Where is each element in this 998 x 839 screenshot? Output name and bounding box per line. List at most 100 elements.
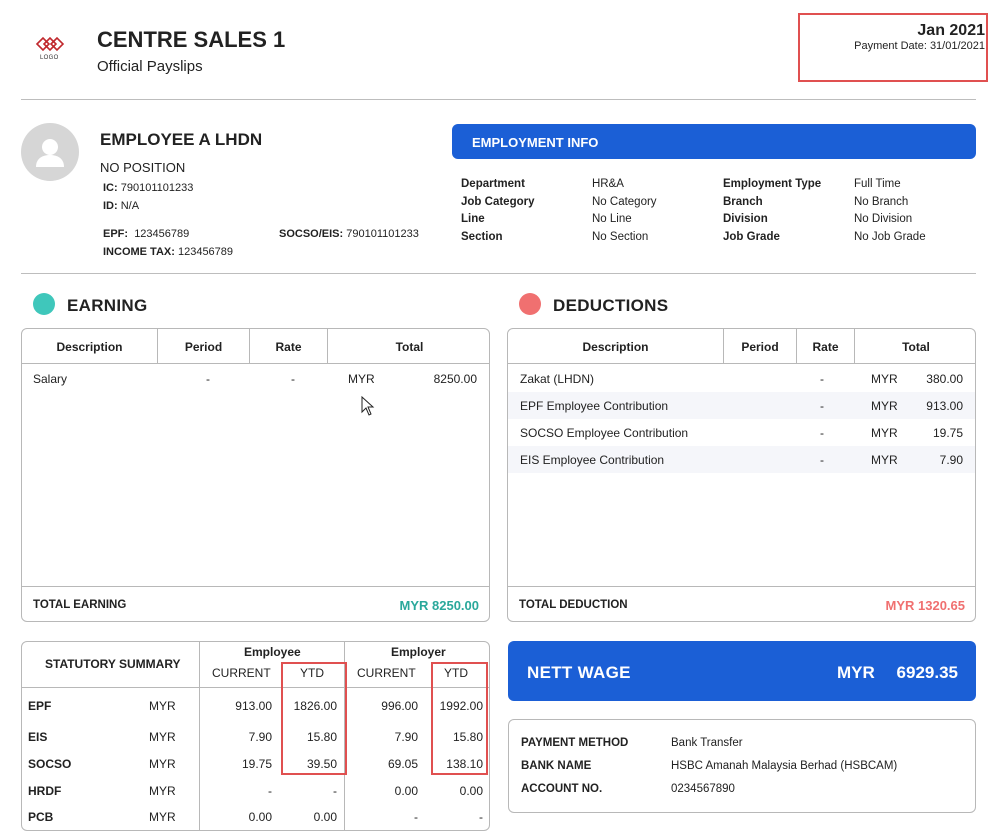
employer-ytd: 138.10 [446, 757, 483, 771]
earning-title: EARNING [67, 296, 148, 315]
employee-socso: SOCSO/EIS: 790101101233 [279, 228, 419, 240]
row-name: PCB [28, 810, 54, 824]
employer-current: 69.05 [387, 757, 418, 771]
payment-date: Payment Date: 31/01/2021 [854, 40, 985, 52]
deductions-dot-icon [519, 293, 541, 315]
row-description: Salary [33, 372, 68, 386]
row-name: SOCSO [28, 757, 72, 771]
info-value: No Section [592, 231, 649, 243]
row-currency: MYR [871, 426, 898, 440]
payment-details: PAYMENT METHOD Bank Transfer BANK NAME H… [508, 719, 976, 813]
account-no: 0234567890 [671, 783, 735, 795]
employee-income-tax: INCOME TAX: 123456789 [103, 246, 234, 258]
info-value: No Job Grade [854, 231, 926, 243]
row-amount: 7.90 [939, 453, 963, 467]
employer-ytd-highlight [431, 662, 488, 775]
col-period: Period [158, 329, 250, 364]
employee-group-header: Employee [244, 645, 301, 659]
employee-position: NO POSITION [100, 160, 186, 175]
info-value: No Category [592, 196, 657, 208]
info-value: No Division [854, 213, 913, 225]
divider [22, 687, 489, 688]
row-currency: MYR [871, 372, 898, 386]
mouse-cursor-icon [361, 395, 375, 421]
employee-ytd: 15.80 [306, 730, 337, 744]
row-description: EIS Employee Contribution [520, 453, 665, 467]
row-period: - [820, 372, 824, 386]
deductions-table: Description Period Rate Total Zakat (LHD… [507, 328, 976, 622]
info-label: Line [461, 213, 485, 225]
employee-current: 913.00 [235, 699, 272, 713]
info-value: No Branch [854, 196, 909, 208]
avatar [21, 123, 79, 181]
total-earning-value: MYR 8250.00 [399, 598, 480, 613]
payment-method-label: PAYMENT METHOD [521, 737, 629, 749]
deductions-title: DEDUCTIONS [553, 296, 669, 315]
info-value: HR&A [592, 178, 624, 190]
employee-ytd: 0.00 [313, 810, 337, 824]
row-amount: 8250.00 [433, 372, 477, 386]
row-rate: - [291, 372, 295, 386]
row-name: EPF [28, 699, 52, 713]
pay-period: Jan 2021 [917, 22, 985, 39]
row-currency: MYR [149, 699, 176, 713]
employee-current-header: CURRENT [212, 666, 271, 680]
row-period: - [820, 399, 824, 413]
bank-name: HSBC Amanah Malaysia Berhad (HSBCAM) [671, 760, 898, 772]
row-currency: MYR [149, 784, 176, 798]
row-amount: 380.00 [926, 372, 963, 386]
employee-ic: IC: 790101101233 [103, 182, 194, 194]
divider [344, 642, 345, 830]
row-name: EIS [28, 730, 48, 744]
employer-group-header: Employer [391, 645, 446, 659]
statutory-summary-table: STATUTORY SUMMARY Employee Employer CURR… [21, 641, 490, 831]
deductions-header-row: Description Period Rate Total [508, 329, 975, 364]
info-label: Job Category [461, 196, 535, 208]
nett-wage-value: 6929.35 [896, 663, 958, 682]
employer-ytd: 1992.00 [439, 699, 483, 713]
col-rate: Rate [250, 329, 328, 364]
row-stripe [508, 446, 975, 473]
page-subtitle: Official Payslips [97, 58, 203, 75]
row-name: HRDF [28, 784, 62, 798]
employer-current: 996.00 [381, 699, 418, 713]
divider [21, 99, 976, 100]
row-period: - [206, 372, 210, 386]
info-value: No Line [592, 213, 632, 225]
bank-name-label: BANK NAME [521, 760, 592, 772]
employer-current: 0.00 [394, 784, 418, 798]
col-total: Total [902, 340, 930, 354]
nett-wage-banner: NETT WAGE MYR 6929.35 [508, 641, 976, 701]
employer-ytd: - [479, 810, 483, 824]
info-label: Job Grade [723, 231, 780, 243]
row-description: SOCSO Employee Contribution [520, 426, 689, 440]
row-currency: MYR [149, 810, 176, 824]
info-value: Full Time [854, 178, 901, 190]
row-currency: MYR [348, 372, 375, 386]
statutory-title: STATUTORY SUMMARY [45, 657, 181, 671]
col-period: Period [724, 329, 797, 364]
employee-current: 7.90 [248, 730, 272, 744]
employee-current: 0.00 [248, 810, 272, 824]
nett-wage-currency: MYR [837, 663, 875, 682]
total-deduction-label: TOTAL DEDUCTION [519, 599, 628, 611]
employee-ytd-highlight [281, 662, 347, 775]
row-period: - [820, 453, 824, 467]
row-currency: MYR [149, 730, 176, 744]
info-label: Division [723, 213, 768, 225]
employment-info-header: EMPLOYMENT INFO [452, 124, 976, 159]
employee-id: ID: N/A [103, 200, 140, 212]
row-stripe [508, 392, 975, 419]
company-name: CENTRE SALES 1 [97, 27, 286, 52]
earning-header-row: Description Period Rate Total [22, 329, 489, 364]
earning-dot-icon [33, 293, 55, 315]
row-amount: 913.00 [926, 399, 963, 413]
col-total: Total [395, 340, 424, 354]
logo-text: LOGO [40, 55, 59, 61]
col-description: Description [508, 329, 724, 364]
row-currency: MYR [871, 453, 898, 467]
employee-ytd: 1826.00 [293, 699, 337, 713]
employee-ytd-header: YTD [300, 666, 324, 680]
divider [21, 273, 976, 274]
employer-current-header: CURRENT [357, 666, 416, 680]
